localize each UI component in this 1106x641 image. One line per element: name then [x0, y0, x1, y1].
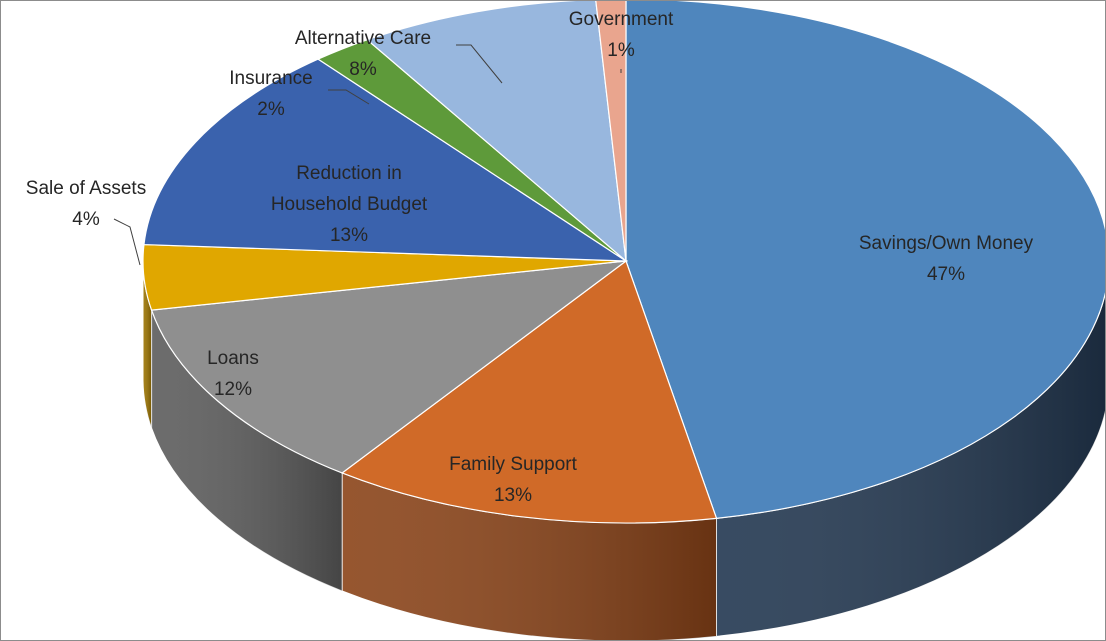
slice-pct-savings-own-money: 47%	[927, 264, 965, 285]
pie-slice-government	[595, 1, 627, 262]
leader-line-insurance	[328, 89, 370, 105]
slice-pct-family-support: 13%	[494, 485, 532, 506]
pie-side-shade-sale-of-assets	[143, 261, 152, 429]
slice-pct-loans: 12%	[214, 379, 252, 400]
pie-tops	[142, 1, 1105, 524]
slice-label-sale-of-assets: Sale of Assets	[26, 178, 146, 199]
pie-side-shade-family-support	[342, 472, 717, 640]
leader-line-sale-of-assets	[113, 218, 141, 266]
slice-pct-sale-of-assets: 4%	[72, 209, 100, 230]
leader-lines	[113, 44, 622, 266]
slice-label-reduction-in-household-budget: Reduction in	[296, 163, 402, 184]
pie-slice-savings-own-money	[625, 1, 1105, 520]
slice-pct-insurance: 2%	[257, 99, 285, 120]
slice-pct-alternative-care: 8%	[349, 59, 377, 80]
slice-label-loans: Loans	[207, 348, 259, 369]
leader-line-alternative-care	[456, 44, 503, 84]
slice-label-alternative-care: Alternative Care	[295, 28, 431, 49]
pie-slice-reduction-in-household-budget	[143, 58, 629, 262]
pie-side-shade-savings-own-money	[716, 294, 1105, 637]
slice-labels: Savings/Own Money 47% Family Support 13% Loa…	[26, 9, 1034, 506]
pie-side-shade-loans	[151, 310, 343, 591]
pie-slice-loans	[150, 260, 629, 474]
slice-label-government: Government	[569, 9, 674, 30]
slice-label-family-support: Family Support	[449, 454, 577, 475]
pie-sides	[142, 260, 1105, 640]
slice-label-insurance: Insurance	[229, 68, 312, 89]
pie-slice-alternative-care	[366, 1, 627, 263]
slice-pct-reduction-in-household-budget: 13%	[330, 225, 368, 246]
slice-pct-government: 1%	[607, 40, 635, 61]
slice-label-reduction-in-household-budget: Household Budget	[271, 194, 428, 215]
slice-label-savings-own-money: Savings/Own Money	[859, 233, 1034, 254]
pie-slice-family-support	[340, 260, 718, 524]
